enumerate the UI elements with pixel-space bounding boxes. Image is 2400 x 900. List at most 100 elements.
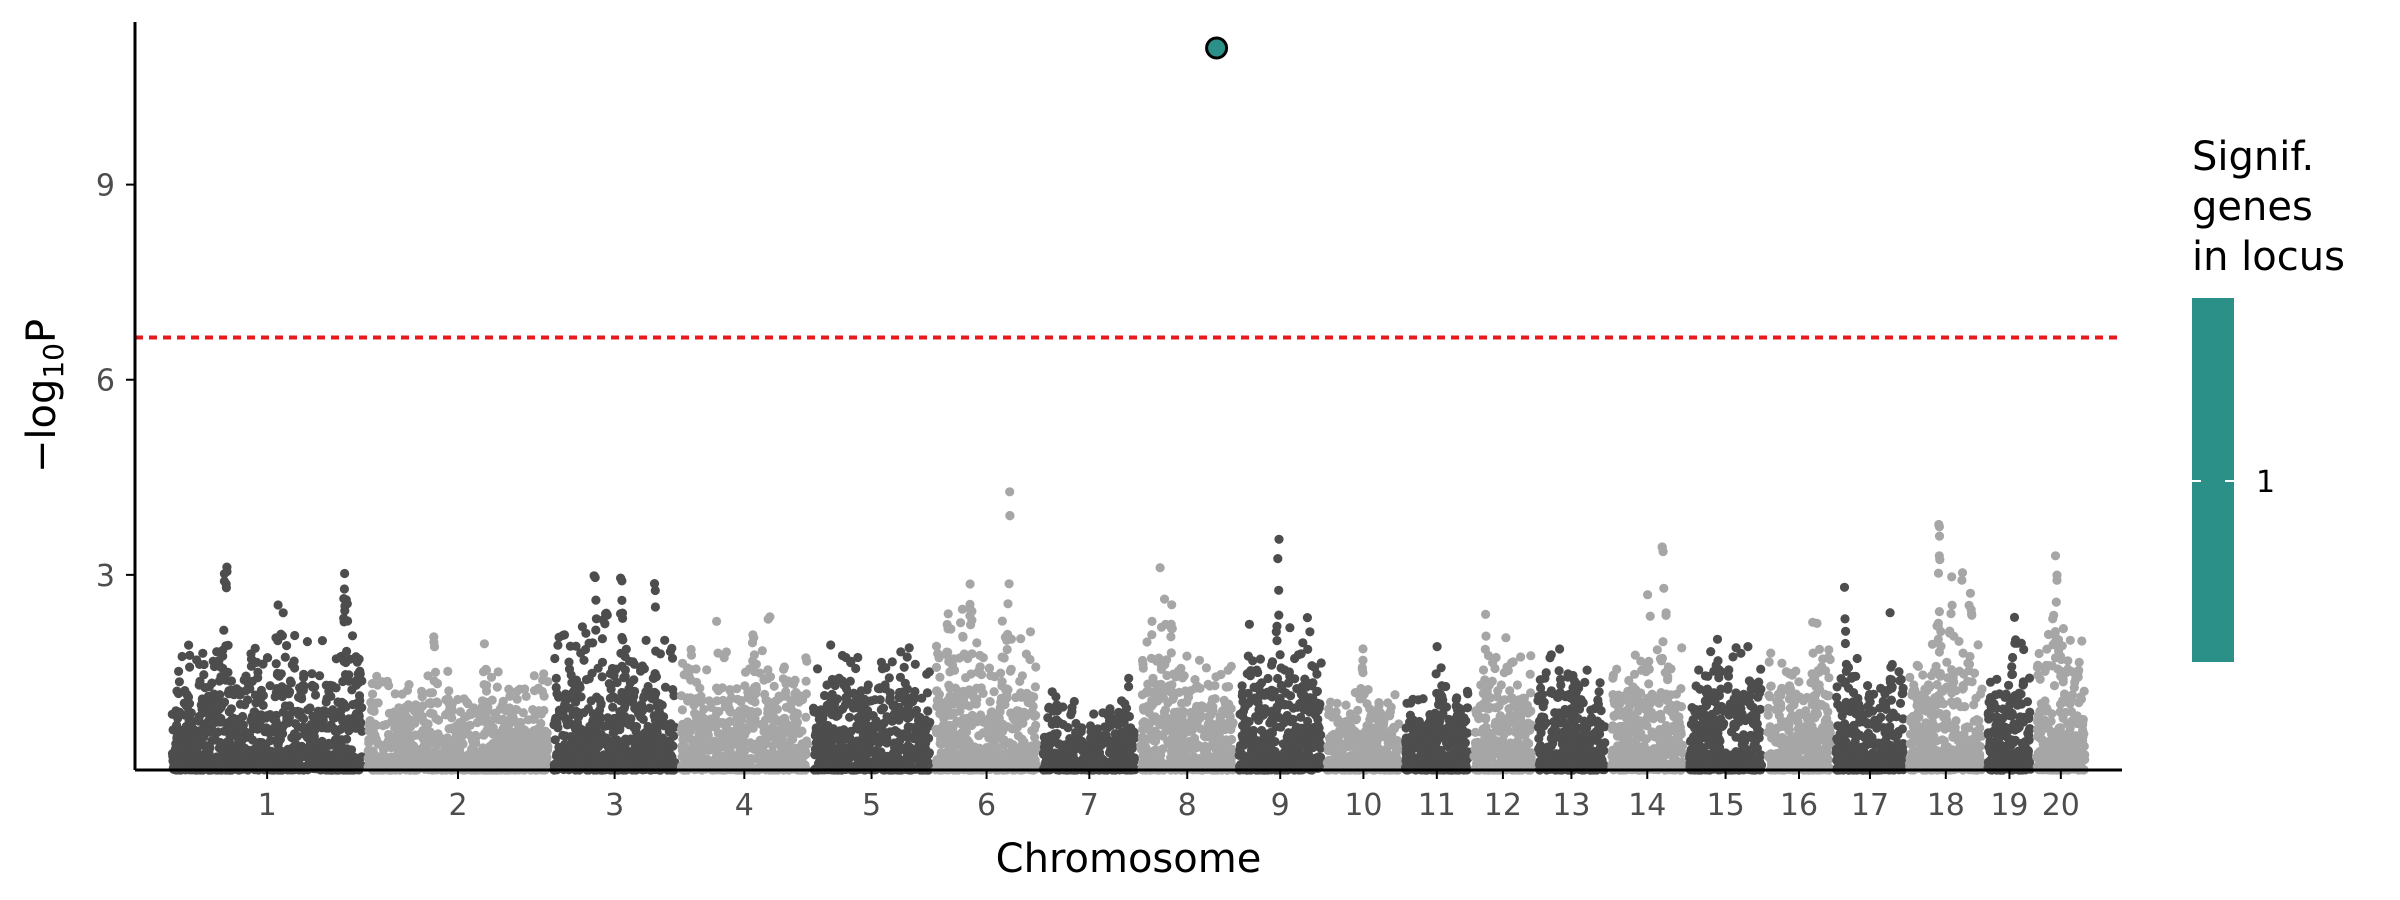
snp-point <box>1067 703 1077 713</box>
snp-point <box>589 571 599 581</box>
snp-point <box>619 703 629 713</box>
snp-point <box>224 723 234 733</box>
snp-point <box>542 728 552 738</box>
snp-point <box>565 641 576 651</box>
snp-point <box>481 686 492 696</box>
snp-point <box>965 599 975 610</box>
snp-point <box>468 754 478 764</box>
snp-point <box>517 763 528 773</box>
snp-point <box>808 703 819 713</box>
snp-point <box>550 653 560 664</box>
snp-point <box>633 737 643 747</box>
snp-point <box>564 657 574 667</box>
snp-point <box>802 736 812 746</box>
snp-point <box>331 747 341 757</box>
snp-point <box>539 705 549 716</box>
snp-point <box>699 704 709 714</box>
snp-point <box>712 616 722 627</box>
snp-point <box>710 746 721 756</box>
snp-point <box>812 664 823 674</box>
snp-point <box>390 735 400 745</box>
snp-point <box>305 703 315 713</box>
snp-point <box>915 712 925 722</box>
snp-point <box>256 685 266 696</box>
snp-point <box>455 735 465 745</box>
snp-point <box>1086 733 1096 743</box>
snp-point <box>933 649 943 659</box>
snp-point <box>212 647 222 657</box>
snp-point <box>702 665 712 675</box>
snp-point <box>512 686 522 697</box>
snp-point <box>843 734 853 744</box>
snp-point <box>826 743 836 753</box>
snp-point <box>1005 487 1015 497</box>
snp-point <box>1090 759 1100 769</box>
snp-point <box>1016 634 1026 644</box>
snp-point <box>553 723 563 733</box>
snp-point <box>643 681 653 692</box>
snp-point <box>1107 743 1117 753</box>
snp-point <box>558 730 568 741</box>
snp-point <box>270 692 280 702</box>
snp-point <box>288 747 298 757</box>
snp-point <box>512 694 522 704</box>
snp-point <box>1041 750 1051 760</box>
snp-point <box>302 637 312 647</box>
snp-point <box>354 691 365 701</box>
snp-point <box>215 662 226 672</box>
snp-point <box>505 691 515 701</box>
snp-point <box>924 733 934 743</box>
snp-point <box>372 671 382 682</box>
snp-point <box>280 701 290 711</box>
snp-point <box>904 732 914 742</box>
snp-point <box>229 756 239 766</box>
snp-point <box>1121 735 1131 745</box>
snp-point <box>1114 713 1124 723</box>
snp-point <box>508 727 519 738</box>
snp-point <box>1047 719 1057 729</box>
snp-point <box>553 640 563 650</box>
snp-point <box>217 761 227 771</box>
snp-point <box>598 758 609 768</box>
snp-point <box>428 709 438 719</box>
snp-point <box>487 728 497 738</box>
snp-point <box>394 748 404 758</box>
chromosome-1-points <box>167 562 367 775</box>
chromosome-8-points <box>1136 563 1238 775</box>
snp-point <box>592 749 602 760</box>
snp-point <box>597 657 608 667</box>
snp-point <box>641 691 651 701</box>
snp-point <box>205 703 215 713</box>
snp-point <box>652 698 662 708</box>
snp-point <box>605 669 616 679</box>
snp-point <box>845 712 855 722</box>
snp-point <box>862 755 872 766</box>
snp-point <box>198 648 208 658</box>
snp-point <box>824 758 834 768</box>
snp-point <box>508 713 518 723</box>
snp-point <box>1012 706 1022 716</box>
chromosome-5-points <box>808 640 935 775</box>
snp-point <box>608 702 618 712</box>
snp-point <box>184 640 194 650</box>
snp-point <box>378 745 389 755</box>
snp-point <box>944 680 954 690</box>
snp-point <box>769 713 779 723</box>
snp-point <box>776 734 786 745</box>
snp-point <box>285 687 295 697</box>
snp-point <box>477 696 488 706</box>
snp-point <box>1007 743 1018 754</box>
snp-point <box>298 685 308 695</box>
snp-point <box>226 685 236 695</box>
snp-point <box>571 742 582 752</box>
snp-point <box>816 719 826 729</box>
snp-point <box>997 652 1007 662</box>
snp-point <box>239 743 249 753</box>
snp-point <box>337 741 347 751</box>
snp-point <box>371 734 381 744</box>
snp-point <box>791 688 801 698</box>
snp-point <box>309 732 319 742</box>
snp-point <box>896 647 906 657</box>
snp-point <box>738 706 748 716</box>
snp-point <box>1124 682 1134 692</box>
